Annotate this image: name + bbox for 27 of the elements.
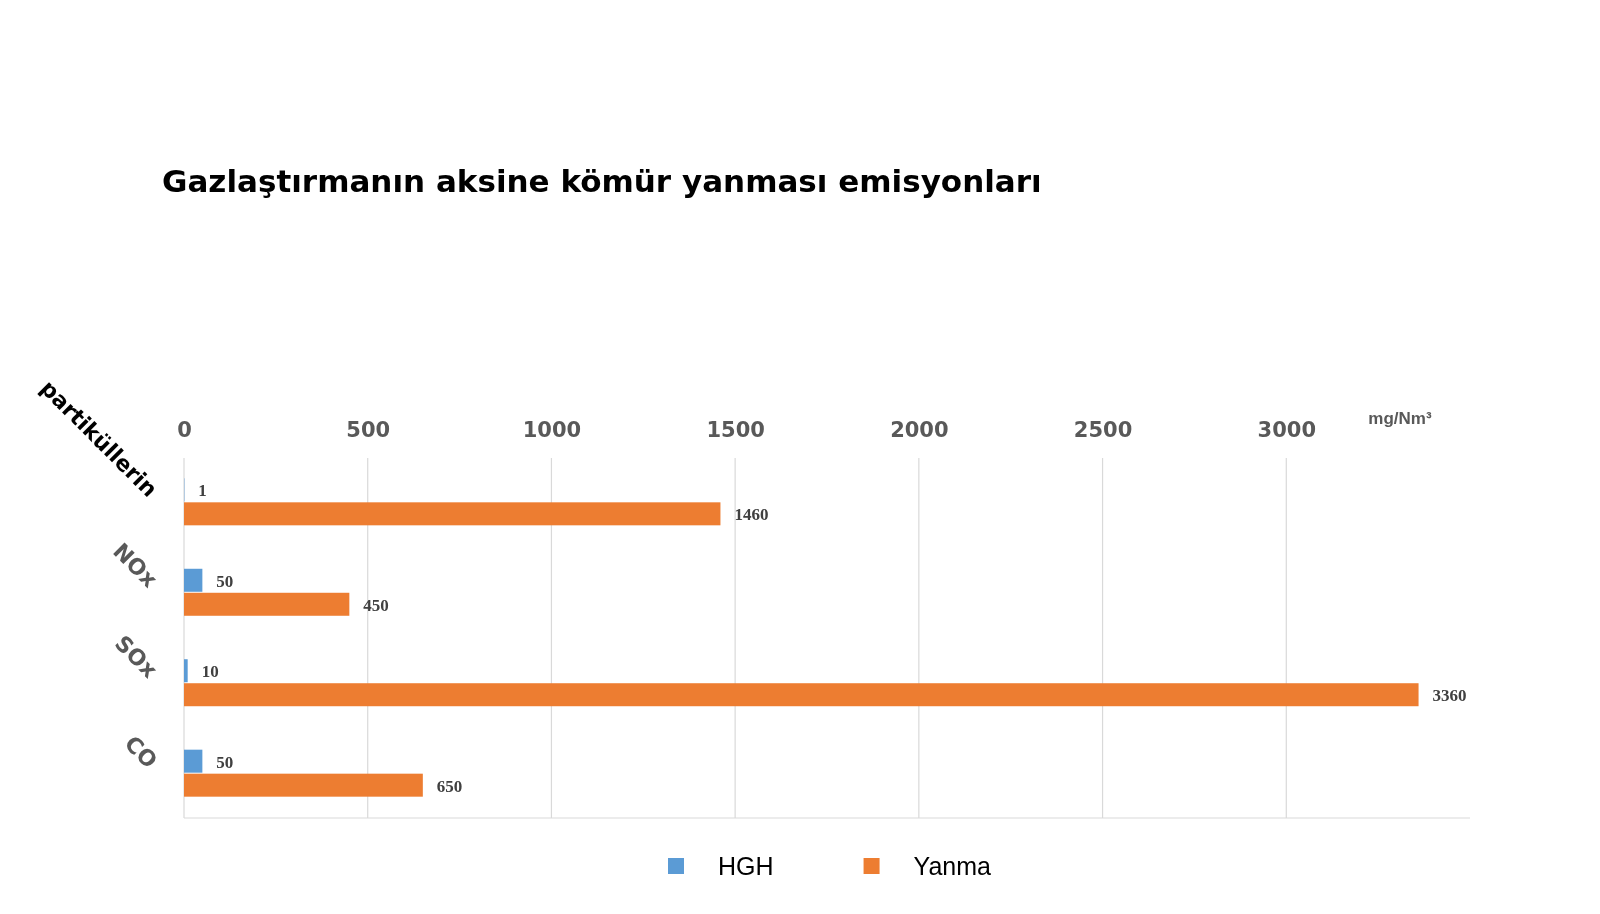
x-tick-label: 3000 <box>1257 418 1317 442</box>
legend-label: Yanma <box>913 852 992 880</box>
data-label: 50 <box>216 752 234 772</box>
bar <box>184 749 203 773</box>
data-label: 450 <box>363 595 389 615</box>
x-axis-title: mg/Nm³ <box>1368 409 1432 428</box>
data-label: 1460 <box>734 505 769 525</box>
y-tick-label: CO <box>119 730 163 774</box>
bar <box>184 773 423 797</box>
x-tick-label: 1000 <box>522 418 582 442</box>
data-label: 1 <box>198 481 207 501</box>
data-label: 50 <box>216 571 234 591</box>
x-tick-label: 1500 <box>706 418 765 442</box>
bar <box>184 592 350 616</box>
x-tick-label: 2000 <box>890 418 949 442</box>
bar <box>184 502 721 526</box>
data-label: 650 <box>436 776 463 796</box>
legend-label: HGH <box>718 852 774 880</box>
bar <box>184 659 188 683</box>
x-tick-label: 0 <box>177 418 192 442</box>
x-tick-label: 2500 <box>1073 418 1133 442</box>
bar <box>184 568 203 592</box>
data-label: 10 <box>201 662 219 682</box>
data-label: 3360 <box>1432 686 1467 706</box>
bar <box>184 683 1419 707</box>
x-tick-label: 500 <box>346 418 391 442</box>
chart-title: Gazlaştırmanın aksine kömür yanması emisyonları <box>162 163 1042 199</box>
